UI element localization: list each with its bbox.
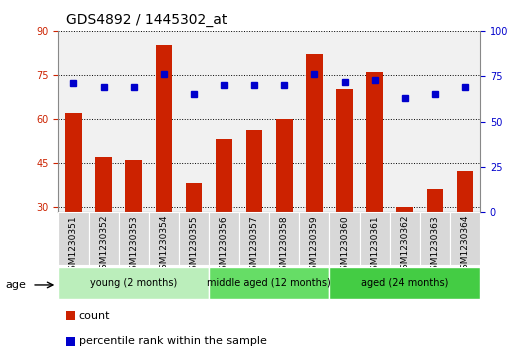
Text: aged (24 months): aged (24 months)	[361, 278, 449, 288]
Text: GSM1230353: GSM1230353	[129, 215, 138, 276]
Text: GSM1230354: GSM1230354	[160, 215, 168, 276]
Bar	[420, 212, 450, 265]
Bar	[119, 31, 149, 212]
Bar	[269, 212, 299, 265]
Text: GSM1230351: GSM1230351	[69, 215, 78, 276]
Bar	[209, 31, 239, 212]
Text: GSM1230352: GSM1230352	[99, 215, 108, 276]
Bar	[65, 113, 82, 212]
Bar	[58, 212, 88, 265]
Bar	[330, 212, 360, 265]
Bar	[125, 160, 142, 212]
Bar	[306, 54, 323, 212]
Bar	[330, 267, 480, 299]
Bar	[450, 31, 480, 212]
Bar	[88, 31, 119, 212]
Bar	[457, 171, 473, 212]
Text: GSM1230358: GSM1230358	[280, 215, 289, 276]
Bar	[276, 119, 293, 212]
Bar	[179, 212, 209, 265]
Text: middle aged (12 months): middle aged (12 months)	[207, 278, 331, 288]
Text: GSM1230361: GSM1230361	[370, 215, 379, 276]
Bar	[427, 189, 443, 212]
Bar	[88, 212, 119, 265]
Text: count: count	[79, 311, 110, 321]
Bar	[239, 31, 269, 212]
Bar	[209, 212, 239, 265]
Bar	[155, 45, 172, 212]
Bar	[420, 31, 450, 212]
Bar	[185, 183, 202, 212]
Bar	[58, 267, 209, 299]
Text: percentile rank within the sample: percentile rank within the sample	[79, 336, 267, 346]
Bar	[299, 212, 330, 265]
Bar	[239, 212, 269, 265]
Text: age: age	[5, 280, 26, 290]
Bar	[360, 31, 390, 212]
Bar	[390, 31, 420, 212]
Bar	[149, 31, 179, 212]
Text: GSM1230359: GSM1230359	[310, 215, 319, 276]
Bar	[119, 212, 149, 265]
Text: GSM1230356: GSM1230356	[219, 215, 229, 276]
Bar	[360, 212, 390, 265]
Text: GSM1230360: GSM1230360	[340, 215, 349, 276]
Bar	[58, 31, 88, 212]
Text: GDS4892 / 1445302_at: GDS4892 / 1445302_at	[66, 13, 228, 27]
Bar	[179, 31, 209, 212]
Bar	[299, 31, 330, 212]
Text: GSM1230363: GSM1230363	[430, 215, 439, 276]
Bar	[209, 267, 330, 299]
Bar	[390, 212, 420, 265]
Bar	[366, 72, 383, 212]
Bar	[336, 89, 353, 212]
Bar	[96, 157, 112, 212]
Text: GSM1230362: GSM1230362	[400, 215, 409, 276]
Bar	[216, 139, 232, 212]
Bar	[149, 212, 179, 265]
Bar	[246, 130, 263, 212]
Text: GSM1230355: GSM1230355	[189, 215, 199, 276]
Text: young (2 months): young (2 months)	[90, 278, 177, 288]
Bar	[396, 207, 413, 212]
Bar	[269, 31, 299, 212]
Bar	[330, 31, 360, 212]
Text: GSM1230364: GSM1230364	[460, 215, 469, 276]
Bar	[450, 212, 480, 265]
Text: GSM1230357: GSM1230357	[249, 215, 259, 276]
